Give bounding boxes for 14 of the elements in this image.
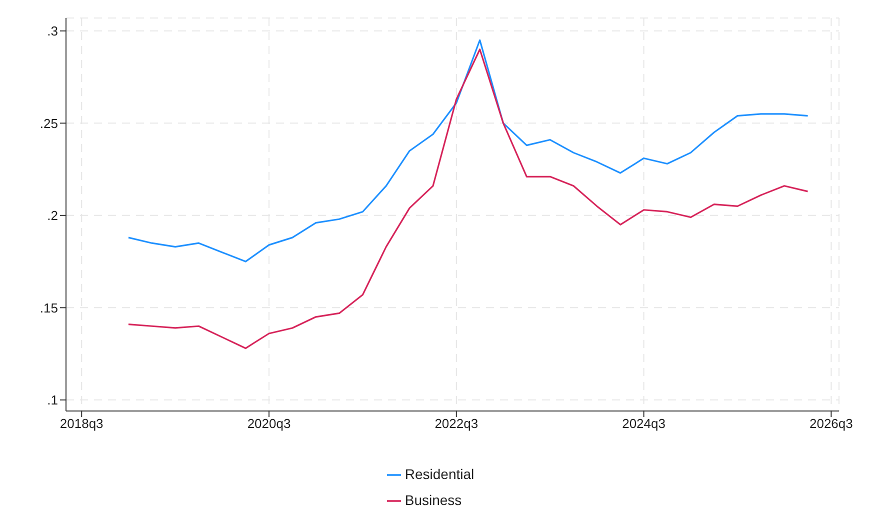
y-tick-label: .3 [47,24,58,39]
x-tick-label: 2024q3 [622,416,666,432]
y-tick-label: .1 [47,392,58,408]
x-tick-label: 2026q3 [809,416,853,432]
legend-label: Business [404,492,462,508]
y-tick-label: .2 [47,208,58,224]
y-tick-label: .25 [40,116,58,131]
line-series [128,39,809,262]
y-tick-label: .15 [40,300,58,316]
x-tick-label: 2022q3 [434,416,478,432]
x-tick-label: 2020q3 [247,416,291,432]
line-series [128,48,809,350]
x-tick-label: 2018q3 [60,416,104,432]
legend-label: Residential [404,466,474,482]
